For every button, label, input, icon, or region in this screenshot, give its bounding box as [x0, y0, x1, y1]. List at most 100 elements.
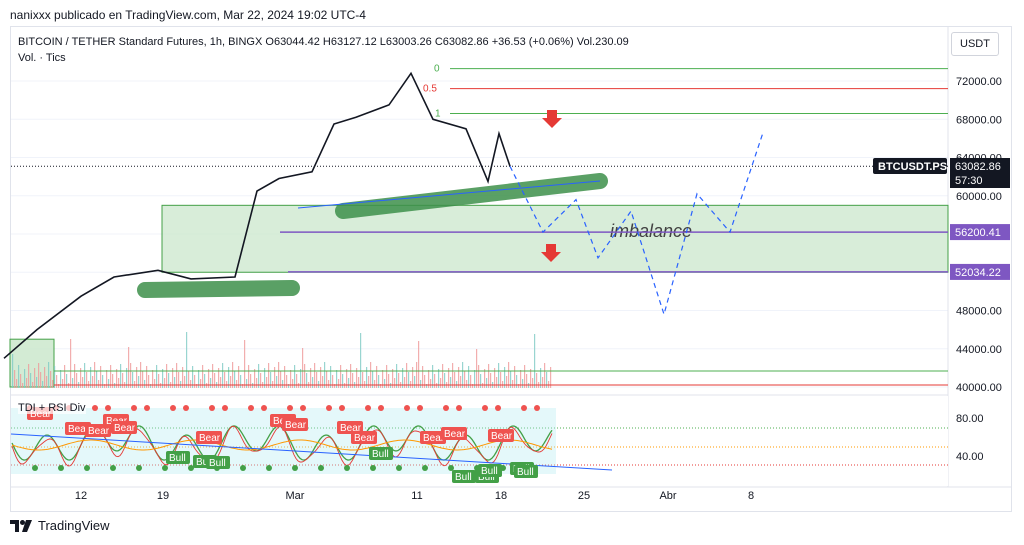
bear-tag-text: Bear: [354, 433, 376, 444]
volume-bar: [494, 368, 496, 388]
volume-bar: [498, 363, 500, 388]
chart-frame[interactable]: [10, 26, 1012, 512]
bull-tag-text: Bull: [196, 457, 213, 468]
bull-tag-text: Bull: [517, 467, 534, 478]
bull-dot: [58, 465, 64, 471]
time-tick-label: 11: [411, 490, 422, 502]
bear-dot: [534, 405, 540, 411]
volume-bar: [254, 369, 256, 388]
volume-bar: [396, 364, 398, 388]
bear-tag-text: Bear: [88, 426, 110, 437]
time-tick-label: 8: [748, 490, 754, 502]
countdown-text: 57:30: [955, 175, 983, 187]
footer-brand[interactable]: TradingView: [10, 518, 110, 533]
bull-dot: [84, 465, 90, 471]
symbol-legend: BITCOIN / TETHER Standard Futures, 1h, B…: [18, 36, 629, 48]
volume-bar: [122, 373, 124, 388]
bull-tag: [166, 451, 190, 464]
volume-bar: [324, 362, 326, 388]
volume-bar: [422, 366, 424, 388]
volume-bar: [372, 371, 374, 388]
volume-bar: [542, 377, 544, 388]
bull-dot: [240, 465, 246, 471]
volume-indicator-label[interactable]: Vol. · Tics: [18, 52, 66, 64]
volume-bar: [310, 368, 312, 388]
volume-bar: [158, 374, 160, 388]
legend-symbol[interactable]: BITCOIN / TETHER Standard Futures, 1h, B…: [18, 36, 263, 48]
volume-bar: [120, 364, 122, 388]
bear-tag: [196, 431, 222, 444]
volume-bar: [194, 375, 196, 388]
volume-bar: [228, 367, 230, 388]
volume-bar: [244, 340, 246, 388]
bear-tag: [337, 421, 363, 434]
volume-bar: [84, 363, 86, 388]
volume-bar: [184, 376, 186, 388]
price-tick-label: 68000.00: [956, 114, 1002, 126]
volume-bar: [18, 365, 20, 388]
volume-bar: [300, 369, 302, 388]
volume-bar: [438, 369, 440, 388]
imbalance-label: imbalance: [610, 221, 692, 241]
bear-dot: [105, 405, 111, 411]
volume-bar: [268, 363, 270, 388]
bear-tag: [111, 421, 137, 434]
volume-bar: [316, 372, 318, 388]
volume-bar: [80, 368, 82, 388]
volume-bar: [116, 369, 118, 388]
volume-bar: [190, 380, 192, 388]
volume-bar: [424, 375, 426, 388]
volume-bar: [334, 384, 336, 388]
volume-bar: [54, 366, 56, 388]
rsi-indicator-label[interactable]: TDI + RSI Div: [18, 402, 86, 414]
volume-bar: [458, 367, 460, 388]
volume-bar: [248, 365, 250, 388]
last-price-tag: [950, 158, 1010, 188]
volume-bar: [286, 375, 288, 388]
bear-dot: [456, 405, 462, 411]
volume-bar: [76, 373, 78, 388]
volume-bar: [200, 379, 202, 388]
volume-bar: [52, 380, 54, 388]
legend-open: O63044.42: [265, 36, 320, 48]
support-highlight-left: [137, 280, 300, 298]
volume-bar: [174, 377, 176, 388]
volume-bar: [178, 372, 180, 388]
volume-bar: [520, 370, 522, 388]
volume-bar: [142, 371, 144, 388]
volume-bar: [314, 363, 316, 388]
volume-bar: [374, 380, 376, 388]
level-price-tag-56200: [950, 224, 1010, 241]
currency-button[interactable]: USDT: [951, 32, 999, 56]
volume-bar: [376, 366, 378, 388]
volume-bar: [512, 380, 514, 388]
bear-dot: [495, 405, 501, 411]
volume-bar: [146, 366, 148, 388]
volume-bar: [416, 362, 418, 388]
volume-bar: [534, 334, 536, 388]
volume-bar: [412, 367, 414, 388]
volume-bar: [12, 354, 14, 388]
volume-bar: [90, 367, 92, 388]
volume-bar: [214, 373, 216, 388]
volume-bar: [322, 376, 324, 388]
volume-bar: [514, 366, 516, 388]
price-tick-label: 72000.00: [956, 76, 1002, 88]
volume-bar: [128, 347, 130, 388]
volume-bar: [22, 383, 24, 388]
volume-bar: [270, 372, 272, 388]
volume-bar: [282, 380, 284, 388]
volume-bar: [220, 377, 222, 388]
volume-bar: [28, 364, 30, 388]
volume-bar: [138, 376, 140, 388]
volume-bar: [398, 373, 400, 388]
bear-tag: [420, 431, 446, 444]
volume-bar: [92, 376, 94, 388]
volume-bar: [296, 374, 298, 388]
volume-bar: [30, 373, 32, 388]
legend-close: C63082.86: [434, 36, 489, 48]
volume-bar: [166, 364, 168, 388]
volume-bar: [192, 366, 194, 388]
time-tick-label: Abr: [659, 490, 676, 502]
